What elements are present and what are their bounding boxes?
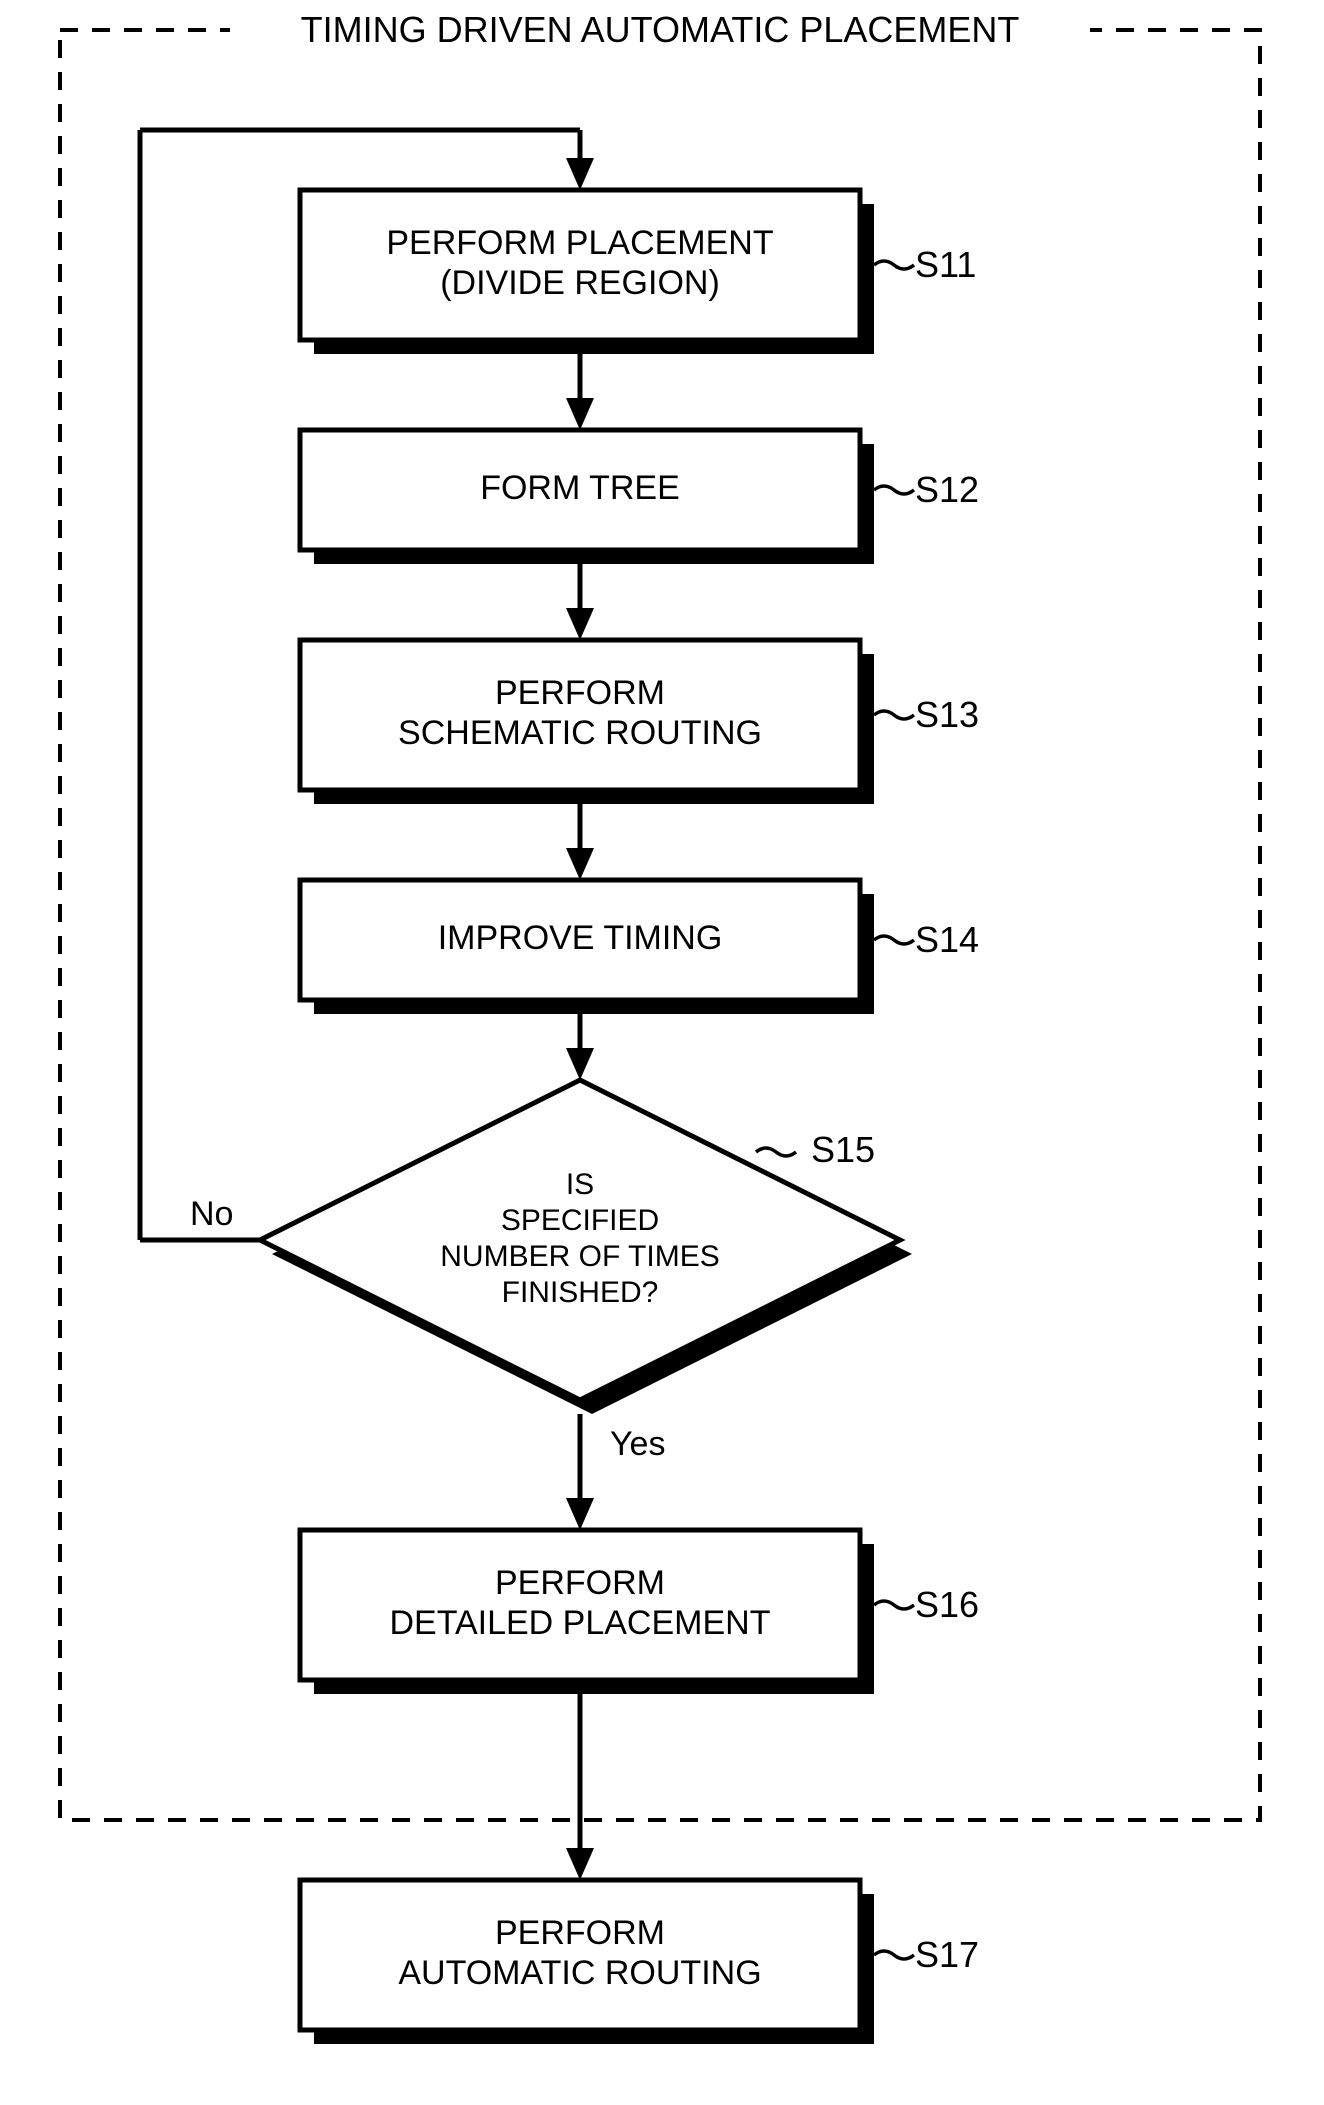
- svg-text:S12: S12: [915, 469, 979, 510]
- svg-text:S16: S16: [915, 1584, 979, 1625]
- svg-text:SCHEMATIC ROUTING: SCHEMATIC ROUTING: [398, 714, 762, 752]
- svg-text:AUTOMATIC ROUTING: AUTOMATIC ROUTING: [398, 1954, 761, 1992]
- svg-text:NUMBER OF TIMES: NUMBER OF TIMES: [440, 1240, 719, 1273]
- svg-text:PERFORM PLACEMENT: PERFORM PLACEMENT: [386, 224, 773, 262]
- svg-text:PERFORM: PERFORM: [495, 674, 665, 712]
- svg-text:PERFORM: PERFORM: [495, 1564, 665, 1602]
- svg-text:SPECIFIED: SPECIFIED: [501, 1204, 659, 1237]
- svg-text:FINISHED?: FINISHED?: [502, 1276, 659, 1309]
- svg-text:S11: S11: [915, 244, 976, 285]
- edge-label-yes: Yes: [610, 1425, 665, 1463]
- svg-text:FORM TREE: FORM TREE: [480, 469, 680, 507]
- svg-text:(DIVIDE REGION): (DIVIDE REGION): [440, 264, 720, 302]
- svg-text:PERFORM: PERFORM: [495, 1914, 665, 1952]
- svg-text:S17: S17: [915, 1934, 979, 1975]
- svg-text:S14: S14: [915, 919, 979, 960]
- svg-text:S15: S15: [811, 1129, 875, 1170]
- svg-text:IMPROVE TIMING: IMPROVE TIMING: [438, 919, 723, 957]
- container-title: TIMING DRIVEN AUTOMATIC PLACEMENT: [301, 9, 1020, 50]
- svg-text:S13: S13: [915, 694, 979, 735]
- edge-label-no: No: [190, 1195, 233, 1233]
- svg-text:DETAILED PLACEMENT: DETAILED PLACEMENT: [389, 1604, 770, 1642]
- svg-text:IS: IS: [566, 1168, 594, 1201]
